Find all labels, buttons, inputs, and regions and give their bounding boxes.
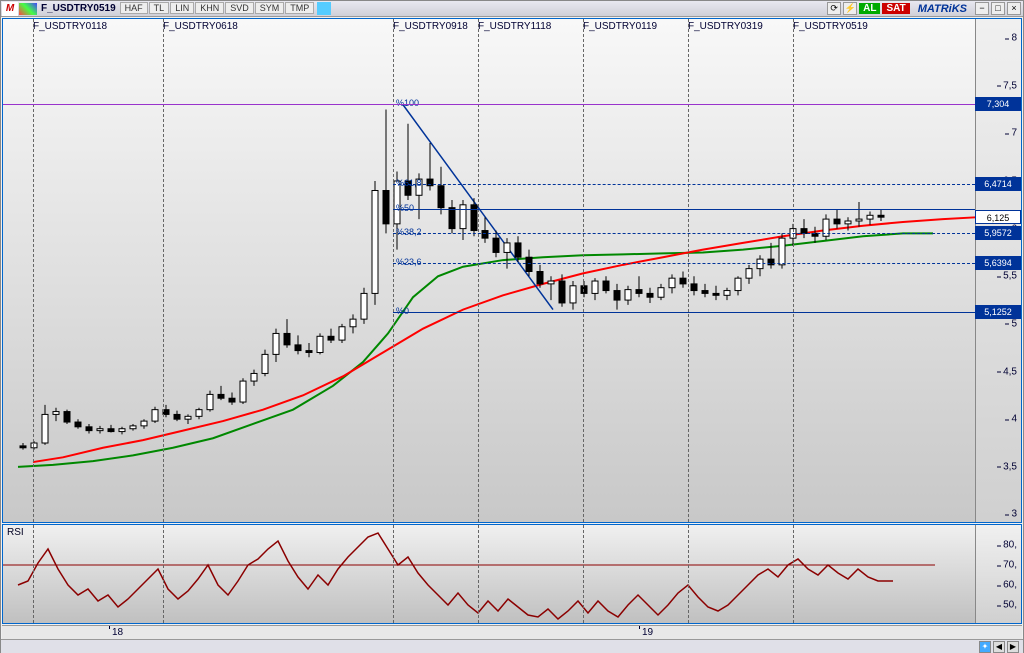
rsi-ytick: 50,: [1003, 600, 1017, 611]
ytick: 3: [1011, 509, 1017, 520]
statusbar: ✦ ◀ ▶: [1, 639, 1023, 653]
mini-chart-icon: [19, 3, 37, 15]
vline: [393, 19, 394, 522]
sell-button[interactable]: SAT: [882, 3, 909, 14]
fib-line: [393, 312, 975, 313]
right-icon[interactable]: ▶: [1007, 641, 1019, 653]
toolbar-btn-tmp[interactable]: TMP: [285, 2, 314, 14]
ytick: 7: [1011, 128, 1017, 139]
price-label: 6,4714: [975, 177, 1021, 191]
resistance-line: [3, 104, 975, 105]
ticker-symbol: F_USDTRY0519: [37, 3, 120, 14]
fib-label: %38,2: [396, 227, 422, 237]
vline: [688, 19, 689, 522]
contract-label: F_USDTRY0918: [393, 21, 468, 32]
ytick: 8: [1011, 33, 1017, 44]
price-label: 5,9572: [975, 226, 1021, 240]
fib-label: %61,8: [396, 178, 422, 188]
vline: [688, 525, 689, 623]
minimize-icon[interactable]: −: [975, 2, 989, 15]
toolbar-btn-khn[interactable]: KHN: [195, 2, 224, 14]
fib-line: [393, 263, 975, 264]
rsi-ytick: 70,: [1003, 560, 1017, 571]
toolbar-btn-lin[interactable]: LIN: [170, 2, 194, 14]
ytick: 5,5: [1003, 271, 1017, 282]
price-label: 5,1252: [975, 305, 1021, 319]
vline: [793, 525, 794, 623]
ytick: 3,5: [1003, 461, 1017, 472]
fib-label: %50: [396, 203, 414, 213]
toolbar-btn-sym[interactable]: SYM: [255, 2, 285, 14]
price-label: 7,304: [975, 97, 1021, 111]
rsi-chart[interactable]: RSI 50,60,70,80,: [2, 524, 1022, 624]
vline: [163, 525, 164, 623]
left-icon[interactable]: ◀: [993, 641, 1005, 653]
vline: [793, 19, 794, 522]
brand-label: MATRiKS: [912, 3, 973, 15]
contract-label: F_USDTRY0119: [583, 21, 657, 32]
toolbar-btn-haf[interactable]: HAF: [120, 2, 148, 14]
fib-label: %23,6: [396, 257, 422, 267]
restore-icon[interactable]: □: [991, 2, 1005, 15]
refresh-icon[interactable]: ⟳: [827, 2, 841, 15]
fib-line: [393, 184, 975, 185]
vline: [163, 19, 164, 522]
vline: [583, 525, 584, 623]
price-label: 6,125: [975, 210, 1021, 224]
vline: [478, 525, 479, 623]
time-tick: 18: [112, 627, 123, 638]
vline: [33, 525, 34, 623]
contract-label: F_USDTRY0618: [163, 21, 238, 32]
price-yaxis: 33,544,555,566,577,587,3046,47146,1255,9…: [975, 19, 1021, 522]
toolbar-btn-svd[interactable]: SVD: [225, 2, 254, 14]
contract-label: F_USDTRY0118: [33, 21, 107, 32]
price-chart[interactable]: F_USDTRY0118 F_USDTRY0618 F_USDTRY0918 F_US…: [2, 18, 1022, 523]
time-axis: 1819: [2, 625, 1022, 639]
fib-label: %100: [396, 98, 419, 108]
vline: [478, 19, 479, 522]
contract-label: F_USDTRY0319: [688, 21, 763, 32]
vline: [583, 19, 584, 522]
ytick: 5: [1011, 318, 1017, 329]
contract-label: F_USDTRY1118: [478, 21, 551, 32]
price-label: 5,6394: [975, 256, 1021, 270]
toolbar-btn-tl[interactable]: TL: [149, 2, 170, 14]
rsi-yaxis: 50, 60, 70, 80,: [975, 525, 1021, 623]
rsi-ytick: 60,: [1003, 580, 1017, 591]
logo-icon: M: [2, 2, 18, 16]
toolbar: M F_USDTRY0519 HAFTLLINKHNSVDSYMTMP ⟳ ⚡ …: [1, 1, 1023, 17]
fib-label: %0: [396, 306, 409, 316]
time-tick: 19: [642, 627, 653, 638]
rsi-ytick: 80,: [1003, 540, 1017, 551]
lightning-icon[interactable]: ⚡: [843, 2, 857, 15]
contract-label: F_USDTRY0519: [793, 21, 868, 32]
fib-line: [393, 233, 975, 234]
ytick: 4: [1011, 414, 1017, 425]
ytick: 4,5: [1003, 366, 1017, 377]
fib-line: [393, 209, 975, 210]
vline: [33, 19, 34, 522]
nav-icon[interactable]: ✦: [979, 641, 991, 653]
ytick: 7,5: [1003, 80, 1017, 91]
close-icon[interactable]: ×: [1007, 2, 1021, 15]
buy-button[interactable]: AL: [859, 3, 880, 14]
vline: [393, 525, 394, 623]
twitter-icon[interactable]: [317, 2, 331, 15]
